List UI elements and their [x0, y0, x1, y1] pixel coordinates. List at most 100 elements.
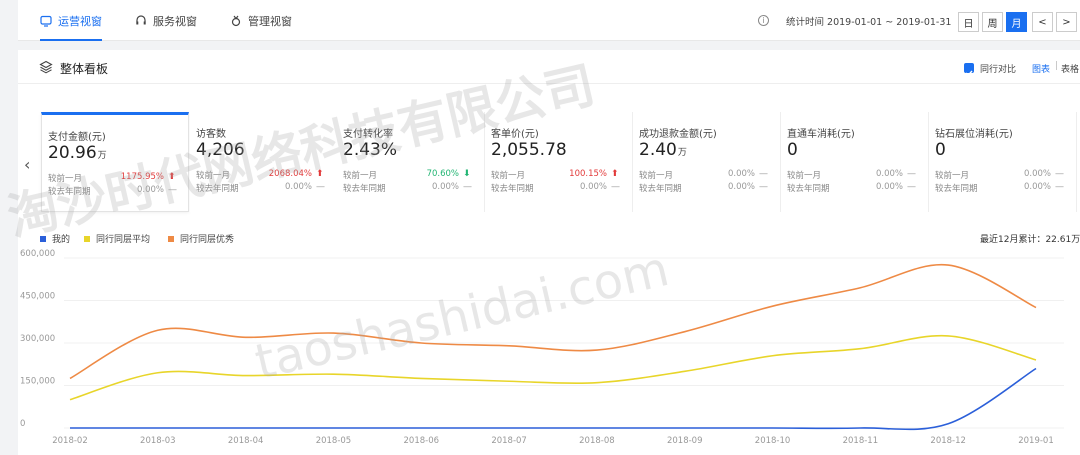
metric-title: 访客数: [196, 129, 226, 140]
cards-prev-arrow[interactable]: ‹: [24, 155, 31, 174]
compare-label[interactable]: 同行对比: [980, 65, 1017, 75]
yoy-label: 较去年同期: [48, 187, 91, 197]
view-chart-link[interactable]: 图表: [1032, 65, 1051, 75]
mom-row: 较前一月 0.00% —: [787, 169, 916, 181]
yoy-percent: 0.00%: [875, 182, 903, 192]
mom-percent: 1175.95%: [120, 172, 164, 182]
next-period-button[interactable]: >: [1056, 12, 1077, 32]
y-tick-label: 600,000: [20, 249, 55, 259]
arrow-down-icon: ⬇: [463, 169, 471, 179]
yoy-label: 较去年同期: [196, 184, 239, 194]
tab-operations[interactable]: 运营视窗: [40, 0, 102, 41]
yoy-percent: 0.00%: [579, 182, 607, 192]
yoy-label: 较去年同期: [491, 184, 534, 194]
cumulative-total: 最近12月累计：22.61万: [980, 235, 1080, 245]
layers-icon: [39, 60, 53, 74]
metric-value: 2.43%: [343, 140, 398, 160]
metric-unit: 万: [677, 148, 687, 158]
dash-icon: —: [759, 182, 768, 192]
metric-number: 20.96: [48, 143, 97, 163]
mom-row: 较前一月 2068.04% ⬆: [196, 169, 324, 181]
series-line-excellent[interactable]: [69, 263, 1037, 380]
metric-title: 成功退款金额(元): [639, 129, 717, 140]
x-tick-label: 2018-06: [404, 436, 440, 446]
metric-number: 0: [787, 140, 798, 160]
yoy-row: 较去年同期 0.00% —: [787, 182, 916, 194]
metric-number: 2.43%: [343, 140, 398, 160]
legend-item-average[interactable]: 同行同层平均: [84, 232, 150, 245]
tab-service[interactable]: 服务视窗: [135, 0, 197, 41]
dash-icon: —: [1055, 169, 1064, 179]
x-tick-label: 2018-08: [579, 436, 615, 446]
metric-card[interactable]: 支付金额(元) 20.96万 较前一月 1175.95% ⬆ 较去年同期 0.00% —: [41, 112, 189, 212]
x-tick-label: 2019-01: [1018, 436, 1054, 446]
yoy-percent: 0.00%: [136, 185, 164, 195]
award-icon: [231, 15, 241, 26]
mom-label: 较前一月: [639, 171, 674, 181]
x-tick-label: 2018-11: [843, 436, 879, 446]
y-tick-label: 300,000: [20, 334, 55, 344]
yoy-row: 较去年同期 0.00% —: [196, 182, 325, 194]
metric-value: 0: [787, 140, 799, 160]
tab-label: 运营视窗: [58, 14, 102, 28]
legend-label: 同行同层平均: [96, 235, 151, 245]
yoy-percent: 0.00%: [1023, 182, 1051, 192]
yoy-percent: 0.00%: [727, 182, 755, 192]
stat-time-range: 统计时间 2019-01-01 ~ 2019-01-31: [786, 17, 952, 28]
metric-value: 20.96万: [48, 143, 107, 163]
dash-icon: —: [463, 182, 472, 192]
mom-percent: 0.00%: [727, 169, 755, 179]
metric-card[interactable]: 访客数 4,206 较前一月 2068.04% ⬆ 较去年同期 0.00% —: [190, 112, 338, 212]
view-table-link[interactable]: 表格: [1061, 65, 1080, 75]
legend-item-mine[interactable]: 我的: [40, 232, 70, 245]
prev-period-button[interactable]: <: [1032, 12, 1053, 32]
yoy-label: 较去年同期: [787, 184, 830, 194]
mom-label: 较前一月: [343, 171, 378, 181]
yoy-label: 较去年同期: [343, 184, 386, 194]
mom-row: 较前一月 0.00% —: [935, 169, 1064, 181]
series-line-mine[interactable]: [69, 367, 1037, 431]
metric-number: 0: [935, 140, 946, 160]
metric-card[interactable]: 成功退款金额(元) 2.40万 较前一月 0.00% — 较去年同期 0.00% —: [633, 112, 781, 212]
yoy-row: 较去年同期 0.00% —: [491, 182, 620, 194]
mom-label: 较前一月: [491, 171, 526, 181]
panel-title: 整体看板: [60, 62, 109, 76]
dash-icon: —: [1055, 182, 1064, 192]
overview-panel: 整体看板 同行对比 图表 | 表格 ‹ 支付金额(元) 20.96万 较前一月 117…: [18, 50, 1080, 455]
metric-number: 2,055.78: [491, 140, 567, 160]
mom-row: 较前一月 0.00% —: [639, 169, 768, 181]
mom-row: 较前一月 70.60% ⬇: [343, 169, 471, 181]
mom-label: 较前一月: [48, 174, 83, 184]
yoy-percent: 0.00%: [431, 182, 459, 192]
metric-card[interactable]: 直通车消耗(元) 0 较前一月 0.00% — 较去年同期 0.00% —: [781, 112, 929, 212]
dash-icon: —: [907, 169, 916, 179]
legend-item-excellent[interactable]: 同行同层优秀: [168, 232, 234, 245]
metric-card[interactable]: 钻石展位消耗(元) 0 较前一月 0.00% — 较去年同期 0.00% —: [929, 112, 1077, 212]
period-week-button[interactable]: 周: [982, 12, 1003, 32]
metric-card[interactable]: 客单价(元) 2,055.78 较前一月 100.15% ⬆ 较去年同期 0.00% —: [485, 112, 633, 212]
legend-label: 我的: [52, 235, 71, 245]
period-day-button[interactable]: 日: [958, 12, 979, 32]
metric-card[interactable]: 支付转化率 2.43% 较前一月 70.60% ⬇ 较去年同期 0.00% —: [337, 112, 485, 212]
mom-percent: 0.00%: [1023, 169, 1051, 179]
tab-management[interactable]: 管理视窗: [230, 0, 292, 41]
x-tick-label: 2018-12: [930, 436, 966, 446]
info-icon[interactable]: i: [758, 15, 769, 26]
metric-number: 2.40: [639, 140, 677, 160]
dash-icon: —: [907, 182, 916, 192]
mom-percent: 0.00%: [875, 169, 903, 179]
arrow-up-icon: ⬆: [316, 169, 324, 179]
mom-label: 较前一月: [935, 171, 970, 181]
mom-percent: 70.60%: [426, 169, 459, 179]
period-month-button[interactable]: 月: [1006, 12, 1027, 32]
check-icon: [965, 70, 973, 77]
tab-label: 服务视窗: [153, 14, 197, 28]
x-tick-label: 2018-02: [52, 436, 88, 446]
yoy-row: 较去年同期 0.00% —: [935, 182, 1064, 194]
y-tick-label: 450,000: [20, 292, 55, 302]
mom-percent: 100.15%: [569, 169, 607, 179]
compare-checkbox[interactable]: [964, 63, 974, 77]
panel-header: 整体看板 同行对比 图表 | 表格: [18, 50, 1080, 84]
series-line-average[interactable]: [69, 334, 1037, 401]
yoy-row: 较去年同期 0.00% —: [639, 182, 768, 194]
